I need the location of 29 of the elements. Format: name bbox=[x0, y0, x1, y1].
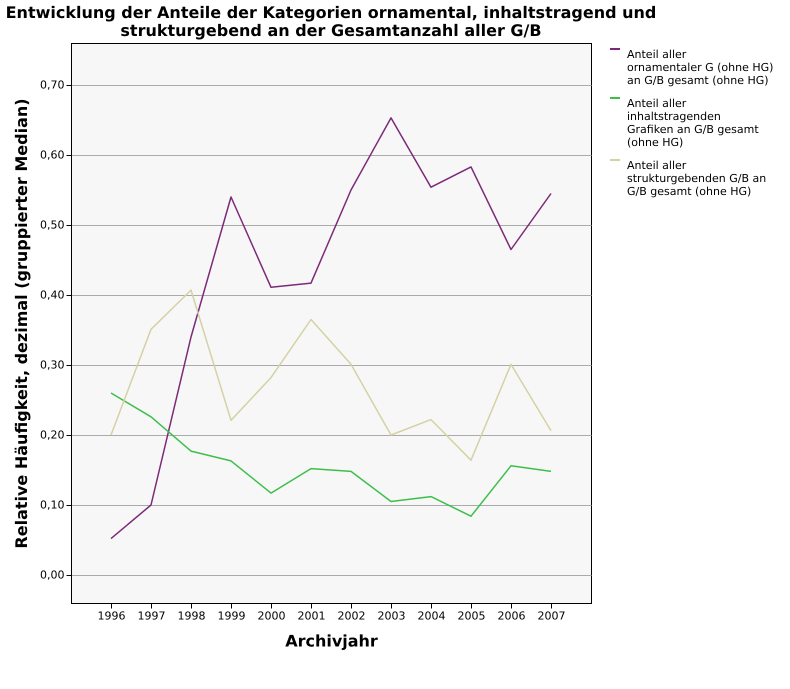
x-tick-label: 2001 bbox=[298, 610, 326, 622]
legend-label: Anteil aller inhaltstragenden Grafiken an G/B gesamt (ohne HG) bbox=[627, 97, 760, 149]
x-tick-label: 2005 bbox=[458, 610, 486, 622]
x-tick-label: 1999 bbox=[218, 610, 246, 622]
x-axis-title: Archivjahr bbox=[285, 632, 378, 650]
y-tick-label: 0,00 bbox=[40, 568, 64, 582]
y-tick-label: 0,60 bbox=[40, 148, 64, 162]
legend-label: Anteil aller strukturgebenden G/B an G/B gesamt (ohne HG) bbox=[627, 159, 766, 198]
y-tick-label: 0,50 bbox=[40, 218, 64, 232]
line-series bbox=[110, 117, 552, 540]
x-tick-label: 2007 bbox=[538, 610, 566, 622]
x-tick-label: 1996 bbox=[98, 610, 126, 622]
x-tick-label: 1998 bbox=[178, 610, 206, 622]
x-tick-label: 2000 bbox=[258, 610, 286, 622]
x-tick-label: 1997 bbox=[138, 610, 166, 622]
y-axis-title: Relative Häufigkeit, dezimal (gruppierter Median) bbox=[12, 98, 32, 549]
y-tick-label: 0,30 bbox=[40, 358, 64, 372]
x-tick-label: 2003 bbox=[378, 610, 406, 622]
x-tick-label: 2004 bbox=[418, 610, 446, 622]
y-tick-label: 0,40 bbox=[40, 288, 64, 302]
legend-label: Anteil aller ornamentaler G (ohne HG) an G/B gesamt (ohne HG) bbox=[627, 48, 774, 87]
x-tick-label: 2002 bbox=[338, 610, 366, 622]
y-tick-label: 0,20 bbox=[40, 428, 64, 442]
y-tick-label: 0,70 bbox=[40, 78, 64, 92]
line-series bbox=[110, 392, 552, 517]
line-series bbox=[110, 289, 552, 461]
x-tick-label: 2006 bbox=[498, 610, 526, 622]
chart-title: Entwicklung der Anteile der Kategorien ornamental, inhaltstragend und strukturgebend an der Gesamtanzahl aller G/B bbox=[6, 3, 656, 40]
y-tick-label: 0,10 bbox=[40, 498, 64, 512]
